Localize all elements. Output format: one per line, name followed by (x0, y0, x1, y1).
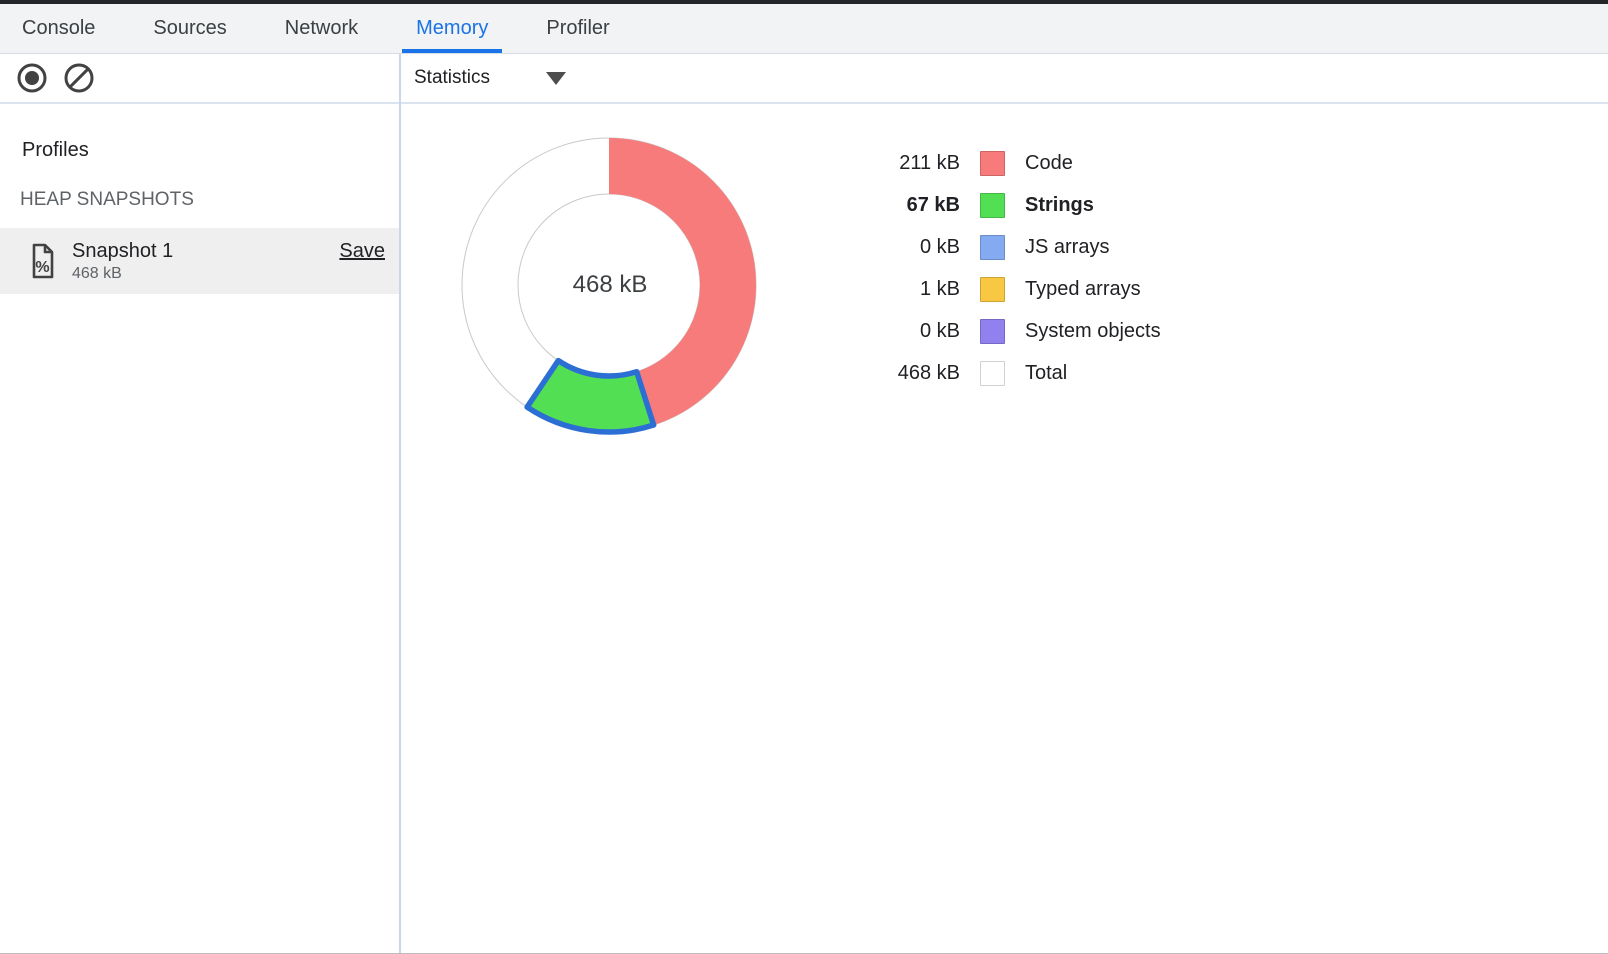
tab-sources[interactable]: Sources (153, 17, 227, 39)
snapshot-size: 468 kB (72, 264, 122, 282)
legend-row[interactable]: 0 kB JS arrays (880, 226, 1161, 268)
tab-memory[interactable]: Memory (402, 4, 503, 53)
record-icon (17, 63, 47, 93)
legend-color-swatch (980, 192, 1005, 218)
perspective-select[interactable]: Statistics (414, 67, 567, 89)
legend-color-swatch (980, 276, 1005, 302)
legend-row[interactable]: 211 kB Code (880, 142, 1161, 184)
perspective-select-value: Statistics (414, 67, 491, 88)
legend-color-swatch (980, 234, 1005, 260)
legend-label: System objects (1025, 319, 1161, 342)
memory-donut-chart (461, 137, 757, 435)
snapshot-info: Snapshot 1 468 kB (72, 240, 339, 283)
svg-text:%: % (35, 259, 49, 276)
legend-color-swatch (980, 360, 1005, 386)
record-heap-snapshot-button[interactable] (15, 61, 49, 95)
block-icon (64, 63, 94, 93)
legend-row[interactable]: 468 kB Total (880, 352, 1161, 394)
legend-value: 1 kB (919, 277, 960, 300)
save-snapshot-link[interactable]: Save (339, 240, 385, 262)
heap-snapshots-section-label: HEAP SNAPSHOTS (20, 189, 194, 210)
profiles-heading: Profiles (22, 139, 89, 161)
legend-value: 211 kB (899, 151, 960, 174)
legend-label: Total (1025, 361, 1068, 384)
heap-snapshot-file-icon: % (30, 243, 56, 279)
legend-label: Strings (1025, 193, 1094, 216)
legend-label: Typed arrays (1025, 277, 1141, 300)
tab-network[interactable]: Network (284, 17, 359, 39)
legend-value: 67 kB (906, 193, 960, 216)
legend-value: 0 kB (919, 235, 960, 258)
legend-value: 0 kB (919, 319, 960, 342)
legend-label: JS arrays (1025, 235, 1110, 258)
legend-color-swatch (980, 318, 1005, 344)
memory-toolbar: Statistics (0, 54, 1608, 104)
profiles-sidebar: Profiles HEAP SNAPSHOTS % Snapshot 1 468… (0, 106, 399, 954)
statistics-view: 468 kB 211 kB Code 67 kB Strings 0 kB JS… (401, 106, 1608, 954)
legend-value: 468 kB (897, 361, 960, 384)
tab-profiler[interactable]: Profiler (546, 17, 610, 39)
snapshot-list-item[interactable]: % Snapshot 1 468 kB Save (0, 228, 399, 294)
legend-color-swatch (980, 150, 1005, 176)
sidebar-divider (399, 54, 401, 954)
legend-row[interactable]: 67 kB Strings (880, 184, 1161, 226)
devtools-tabbar: Console Sources Network Memory Profiler (0, 4, 1608, 54)
snapshot-name: Snapshot 1 (72, 239, 174, 262)
legend-label: Code (1025, 151, 1073, 174)
tab-console[interactable]: Console (22, 17, 96, 39)
dropdown-arrow-icon (546, 71, 567, 85)
profile-actions (0, 54, 399, 102)
window-top-edge (0, 0, 1608, 4)
view-toolbar: Statistics (399, 54, 1608, 102)
clear-profiles-button[interactable] (62, 61, 96, 95)
donut-slice-strings[interactable] (524, 357, 657, 435)
legend-row[interactable]: 1 kB Typed arrays (880, 268, 1161, 310)
donut-outline (517, 193, 701, 377)
chart-legend: 211 kB Code 67 kB Strings 0 kB JS arrays… (880, 142, 1161, 394)
donut-slice-code[interactable] (609, 138, 757, 426)
legend-row[interactable]: 0 kB System objects (880, 310, 1161, 352)
